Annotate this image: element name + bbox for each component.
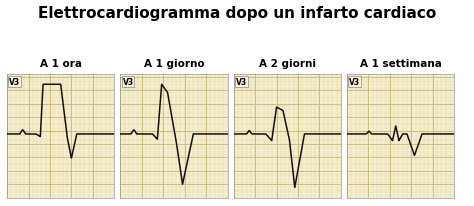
Text: V3: V3	[9, 78, 20, 87]
Text: A 1 giorno: A 1 giorno	[144, 59, 204, 69]
Text: A 1 settimana: A 1 settimana	[360, 59, 441, 69]
Text: A 1 ora: A 1 ora	[40, 59, 82, 69]
Text: V3: V3	[349, 78, 360, 87]
Text: V3: V3	[123, 78, 134, 87]
Text: V3: V3	[236, 78, 247, 87]
Text: A 2 giorni: A 2 giorni	[259, 59, 316, 69]
Text: Elettrocardiogramma dopo un infarto cardiaco: Elettrocardiogramma dopo un infarto card…	[38, 6, 436, 21]
